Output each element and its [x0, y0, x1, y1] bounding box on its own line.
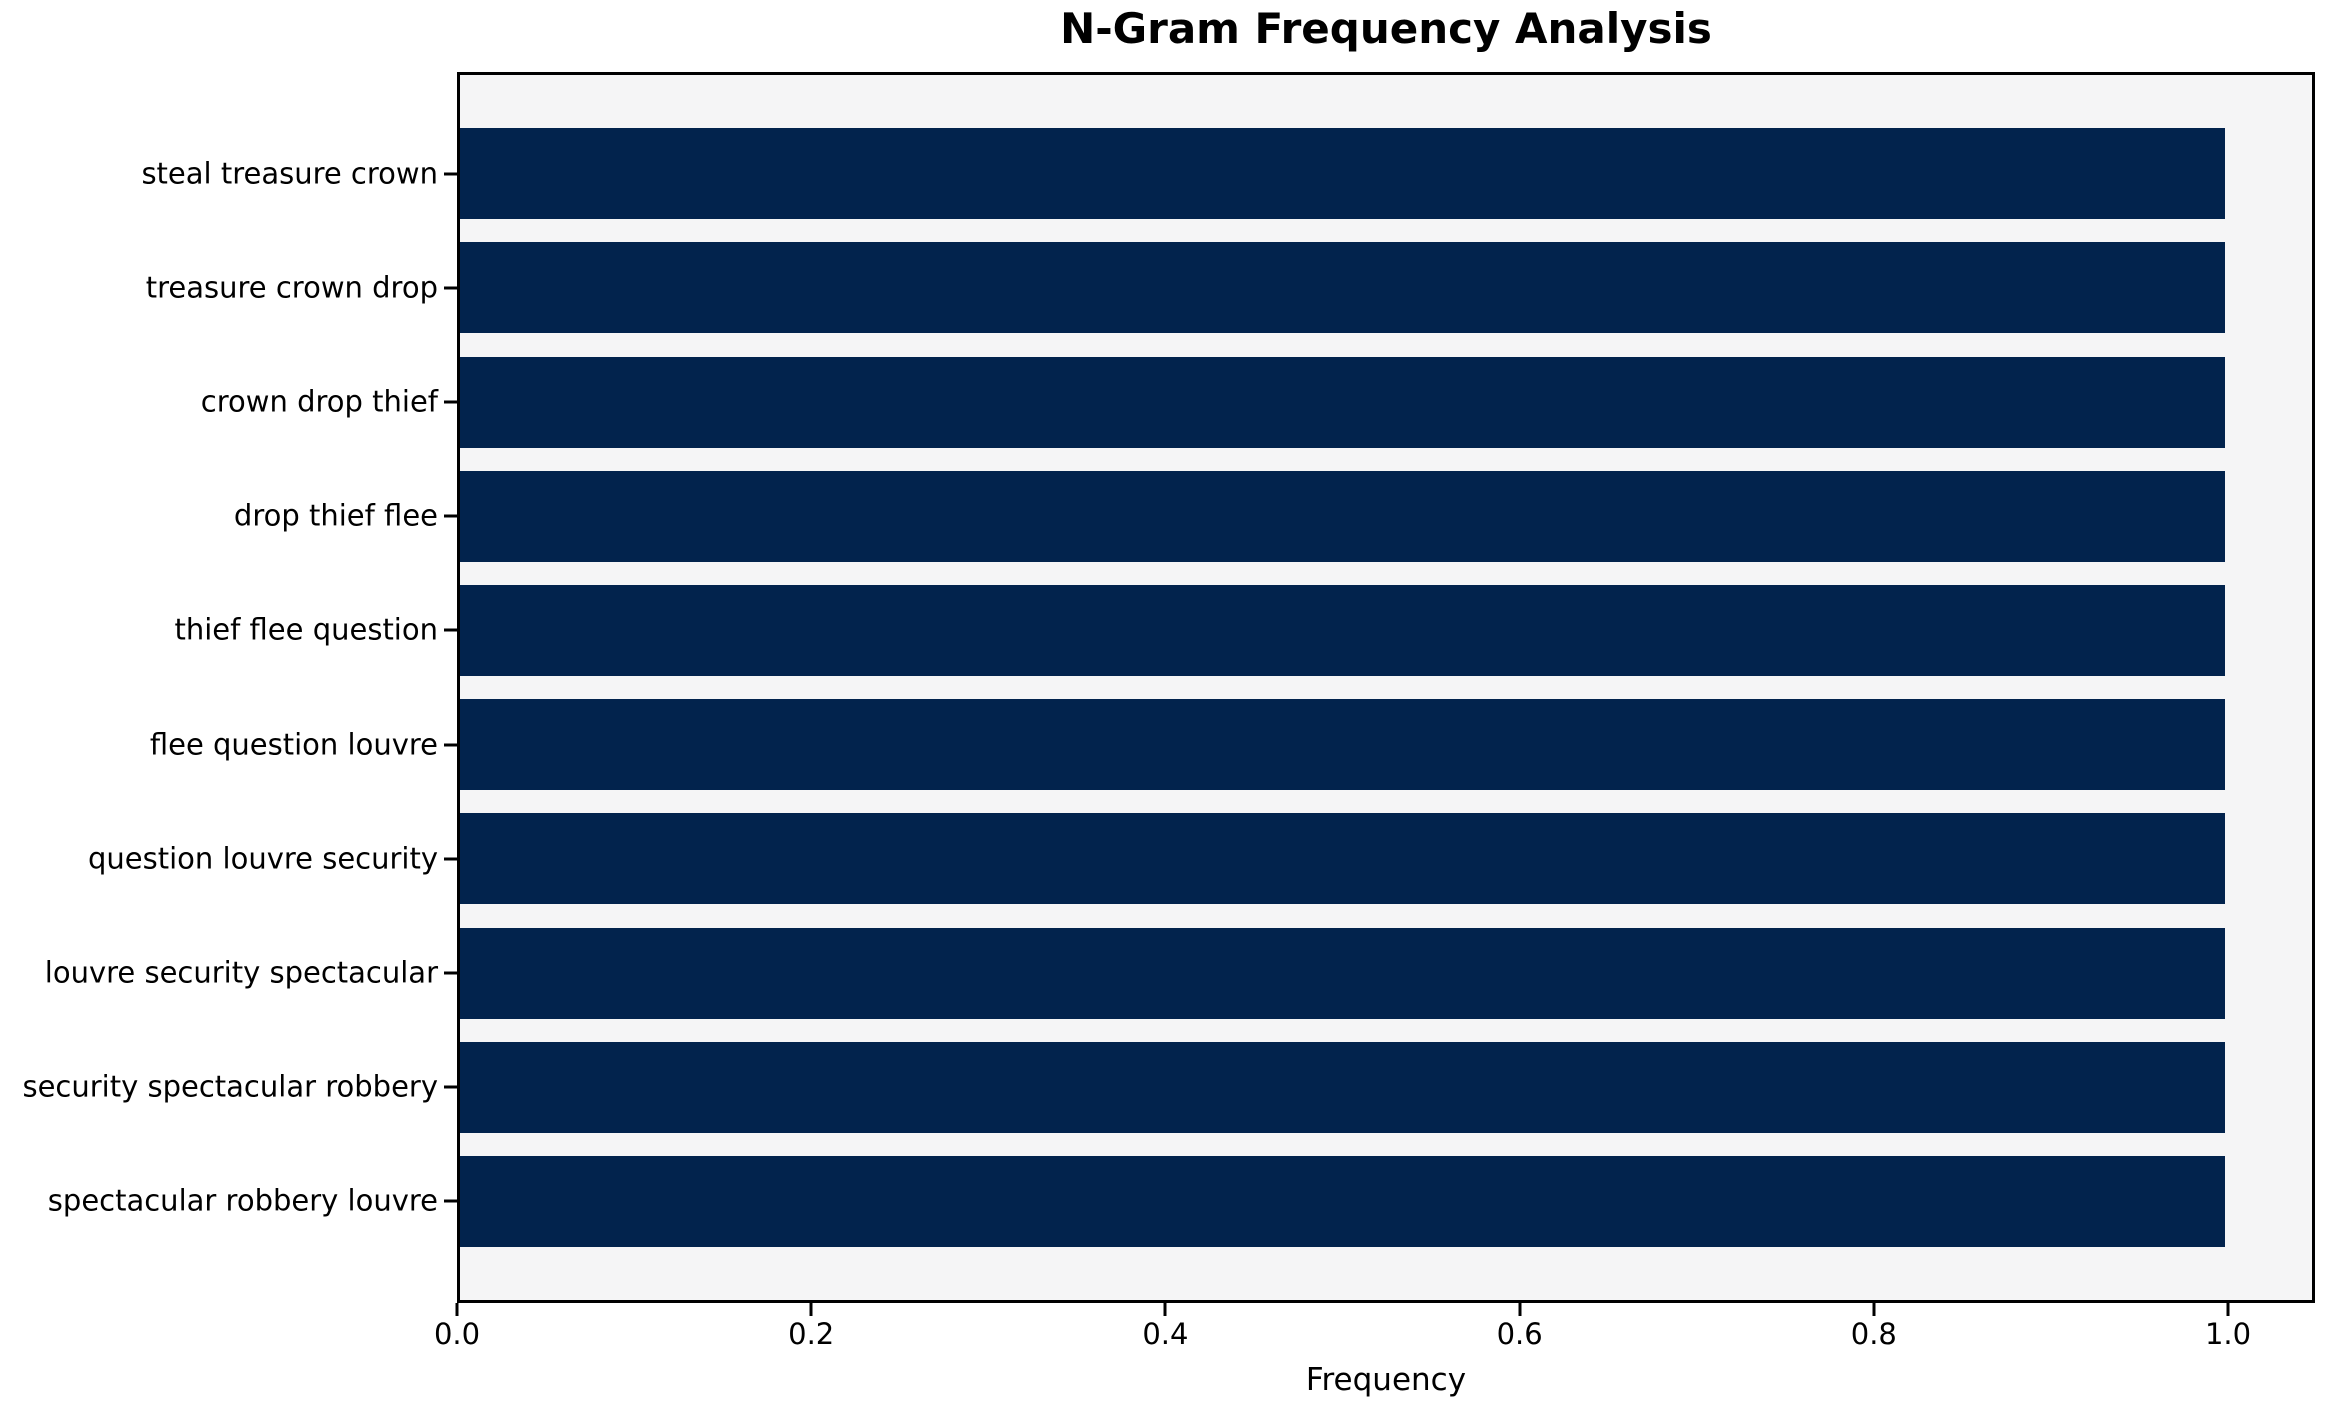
x-tick-mark — [455, 1303, 459, 1316]
bar-5 — [460, 584, 2226, 676]
y-tick-label: thief flee question — [174, 612, 438, 647]
y-tick-mark — [444, 857, 457, 861]
y-tick-label: steal treasure crown — [141, 156, 438, 191]
y-tick-mark — [444, 628, 457, 632]
bar-2 — [460, 242, 2226, 334]
y-tick-mark — [444, 1199, 457, 1203]
y-tick-mark — [444, 743, 457, 747]
x-tick-mark — [1518, 1303, 1522, 1316]
bar-1 — [460, 128, 2226, 220]
x-tick-label: 0.8 — [1850, 1317, 1897, 1351]
x-tick-mark — [809, 1303, 813, 1316]
y-tick-label: spectacular robbery louvre — [47, 1183, 438, 1218]
x-tick-mark — [2226, 1303, 2230, 1316]
chart-title: N-Gram Frequency Analysis — [1060, 4, 1712, 53]
x-tick-mark — [1163, 1303, 1167, 1316]
bar-8 — [460, 927, 2226, 1019]
bar-9 — [460, 1041, 2226, 1133]
y-tick-label: drop thief flee — [233, 498, 438, 533]
x-tick-label: 1.0 — [2204, 1317, 2252, 1351]
plot-area — [457, 72, 2315, 1303]
bar-7 — [460, 813, 2226, 905]
y-tick-label: crown drop thief — [200, 384, 438, 419]
x-axis-label: Frequency — [1305, 1362, 1467, 1398]
y-tick-label: louvre security spectacular — [44, 955, 438, 990]
y-tick-label: question louvre security — [88, 841, 438, 876]
x-tick-label: 0.4 — [1142, 1317, 1189, 1351]
y-tick-mark — [444, 286, 457, 290]
bar-10 — [460, 1155, 2226, 1247]
y-tick-label: treasure crown drop — [145, 270, 438, 305]
y-tick-mark — [444, 400, 457, 404]
y-tick-mark — [444, 172, 457, 176]
x-tick-label: 0.0 — [433, 1317, 481, 1351]
x-tick-label: 0.2 — [788, 1317, 835, 1351]
y-tick-mark — [444, 514, 457, 518]
y-tick-label: security spectacular robbery — [22, 1069, 438, 1104]
y-tick-mark — [444, 971, 457, 975]
bar-6 — [460, 699, 2226, 791]
x-tick-mark — [1872, 1303, 1876, 1316]
y-tick-label: flee question louvre — [149, 727, 438, 762]
x-tick-label: 0.6 — [1496, 1317, 1543, 1351]
bar-4 — [460, 470, 2226, 562]
bar-3 — [460, 356, 2226, 448]
y-tick-mark — [444, 1085, 457, 1089]
